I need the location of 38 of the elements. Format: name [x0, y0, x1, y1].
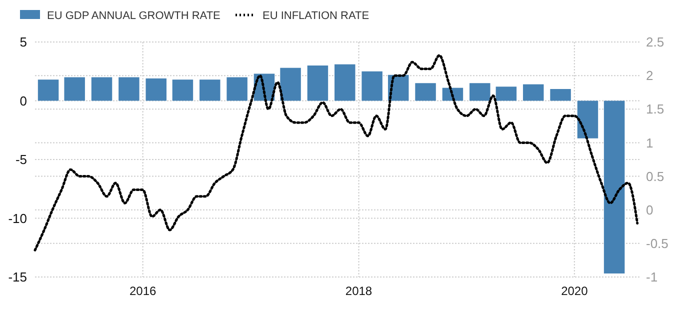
y2-tick-label: 1.5 [646, 102, 664, 117]
bar [334, 64, 356, 101]
y2-tick-label: 1 [646, 135, 654, 150]
y2-tick-label: 0.5 [646, 168, 664, 184]
bar [496, 86, 517, 101]
x-tick-label: 2018 [345, 284, 372, 298]
bar [200, 80, 220, 101]
x-tick-label: 2016 [129, 284, 156, 298]
bar [146, 78, 166, 101]
y2-tick-label: 2 [646, 68, 654, 84]
y2-tick-label: -0.5 [646, 236, 668, 251]
legend-label: EU INFLATION RATE [262, 10, 370, 22]
bar [362, 71, 382, 101]
bar [64, 77, 85, 101]
x-tick-label: 2020 [561, 284, 588, 298]
bar [470, 83, 490, 101]
y2-tick-label: 0 [646, 202, 654, 218]
bar [550, 89, 571, 101]
legend-label: EU GDP ANNUAL GROWTH RATE [47, 10, 220, 22]
y-tick-label: -15 [8, 270, 27, 285]
bar [38, 80, 59, 101]
y2-tick-label: 2.5 [646, 34, 664, 50]
y2-tick-label: -1 [646, 270, 658, 285]
bar [604, 100, 625, 274]
y-tick-label: -5 [15, 152, 27, 168]
bar [118, 77, 140, 101]
line-series [34, 54, 639, 252]
bar [415, 83, 436, 101]
bar [280, 68, 301, 101]
bar [307, 66, 328, 101]
bar [91, 77, 112, 101]
bar [577, 100, 598, 138]
y-tick-label: -10 [8, 210, 27, 226]
y-tick-label: 0 [20, 93, 27, 108]
bar [226, 77, 248, 101]
bar [172, 80, 194, 101]
y-tick-label: 5 [20, 34, 27, 50]
bar [522, 84, 544, 101]
